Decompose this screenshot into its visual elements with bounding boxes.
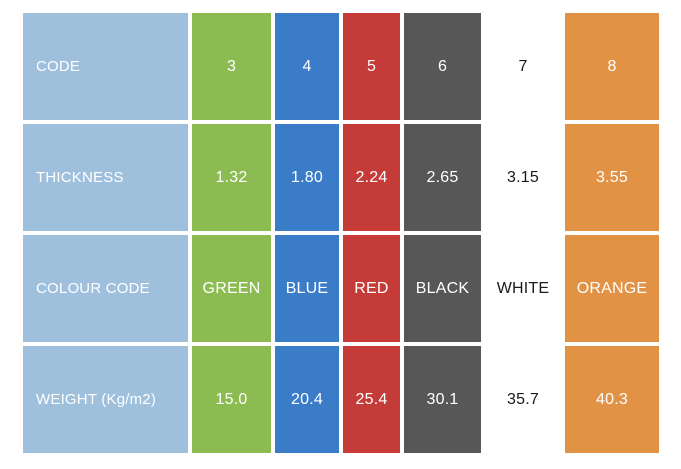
cell-weight-red: 25.4	[343, 346, 400, 453]
cell-thickness-orange: 3.55	[565, 124, 659, 231]
cell-thickness-white: 3.15	[485, 124, 561, 231]
cell-colour-red: RED	[343, 235, 400, 342]
cell-code-red: 5	[343, 13, 400, 120]
cell-code-blue: 4	[275, 13, 339, 120]
row-header-code: CODE	[23, 13, 188, 120]
row-header-weight: WEIGHT (Kg/m2)	[23, 346, 188, 453]
cell-thickness-red: 2.24	[343, 124, 400, 231]
cell-weight-green: 15.0	[192, 346, 271, 453]
cell-thickness-blue: 1.80	[275, 124, 339, 231]
cell-thickness-black: 2.65	[404, 124, 481, 231]
cell-thickness-green: 1.32	[192, 124, 271, 231]
cell-code-orange: 8	[565, 13, 659, 120]
cell-code-green: 3	[192, 13, 271, 120]
cell-weight-black: 30.1	[404, 346, 481, 453]
cell-colour-orange: ORANGE	[565, 235, 659, 342]
cell-colour-blue: BLUE	[275, 235, 339, 342]
cell-weight-white: 35.7	[485, 346, 561, 453]
colour-code-table: CODE 3 4 5 6 7 8 THICKNESS 1.32 1.80 2.2…	[23, 13, 659, 453]
row-header-thickness: THICKNESS	[23, 124, 188, 231]
cell-colour-white: WHITE	[485, 235, 561, 342]
cell-weight-orange: 40.3	[565, 346, 659, 453]
cell-code-white: 7	[485, 13, 561, 120]
cell-code-black: 6	[404, 13, 481, 120]
cell-weight-blue: 20.4	[275, 346, 339, 453]
row-header-colour-code: COLOUR CODE	[23, 235, 188, 342]
cell-colour-black: BLACK	[404, 235, 481, 342]
cell-colour-green: GREEN	[192, 235, 271, 342]
